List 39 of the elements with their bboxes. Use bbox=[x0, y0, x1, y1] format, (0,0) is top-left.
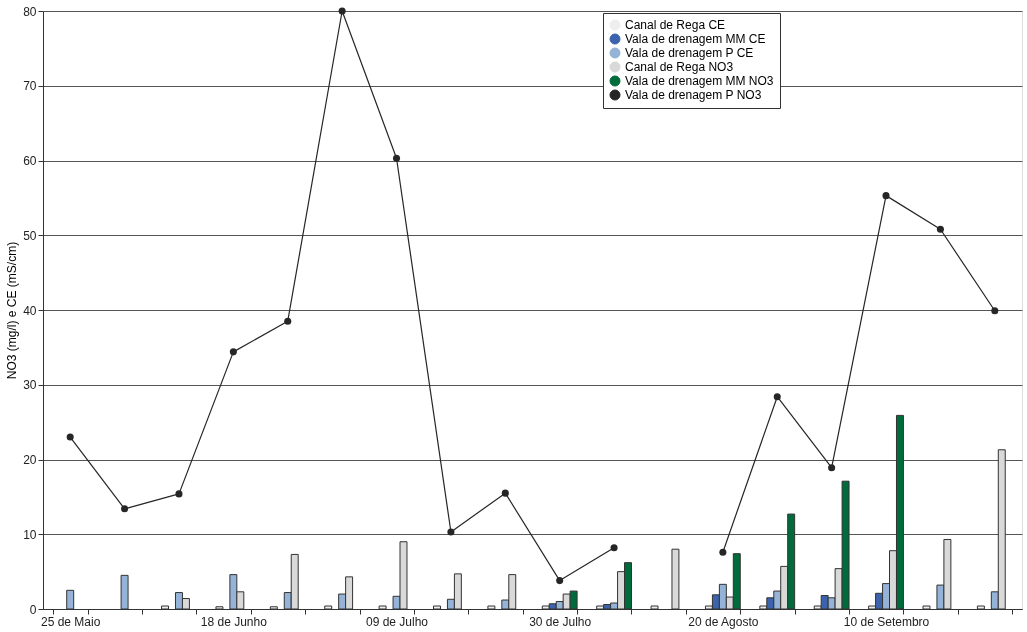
legend-label: Vala de drenagem P NO3 bbox=[625, 88, 762, 102]
legend-label: Vala de drenagem P CE bbox=[625, 46, 754, 60]
x-tick-label: 20 de Agosto bbox=[688, 614, 759, 629]
y-tick-label: 30 bbox=[23, 378, 37, 393]
legend-label: Vala de drenagem MM CE bbox=[625, 32, 766, 46]
y-tick-label: 10 bbox=[23, 527, 37, 542]
point bbox=[556, 577, 564, 585]
y-tick-label: 0 bbox=[29, 602, 37, 617]
x-tick-label: 18 de Junho bbox=[200, 614, 268, 629]
y-axis-title: NO3 (mg/l) e CE (mS/cm) bbox=[5, 241, 20, 380]
point bbox=[338, 7, 346, 15]
y-tick-label: 80 bbox=[23, 4, 37, 19]
y-tick-label: 20 bbox=[23, 453, 37, 467]
point bbox=[991, 307, 999, 315]
point bbox=[828, 464, 836, 472]
point bbox=[610, 544, 618, 552]
y-tick-label: 70 bbox=[23, 79, 37, 94]
point bbox=[392, 154, 401, 162]
point bbox=[501, 489, 509, 497]
legend-label: Vala de drenagem MM NO3 bbox=[625, 74, 774, 88]
x-tick-label: 25 de Maio bbox=[41, 614, 101, 629]
y-tick-label: 50 bbox=[23, 228, 37, 243]
point bbox=[121, 505, 129, 513]
legend-label: Canal de Rega NO3 bbox=[625, 60, 734, 74]
point bbox=[66, 433, 74, 441]
point bbox=[175, 490, 183, 498]
x-tick-label: 30 de Julho bbox=[529, 614, 592, 629]
y-tick-label: 40 bbox=[23, 303, 37, 318]
point bbox=[719, 548, 727, 556]
x-tick-label: 10 de Setembro bbox=[843, 614, 930, 629]
point bbox=[284, 317, 292, 325]
point bbox=[882, 192, 890, 200]
x-tick-label: 09 de Julho bbox=[366, 614, 429, 629]
point bbox=[936, 225, 944, 233]
point bbox=[773, 393, 781, 401]
legend-label: Canal de Rega CE bbox=[625, 18, 726, 32]
point bbox=[447, 528, 455, 536]
y-tick-label: 60 bbox=[23, 154, 37, 168]
point bbox=[229, 348, 237, 356]
